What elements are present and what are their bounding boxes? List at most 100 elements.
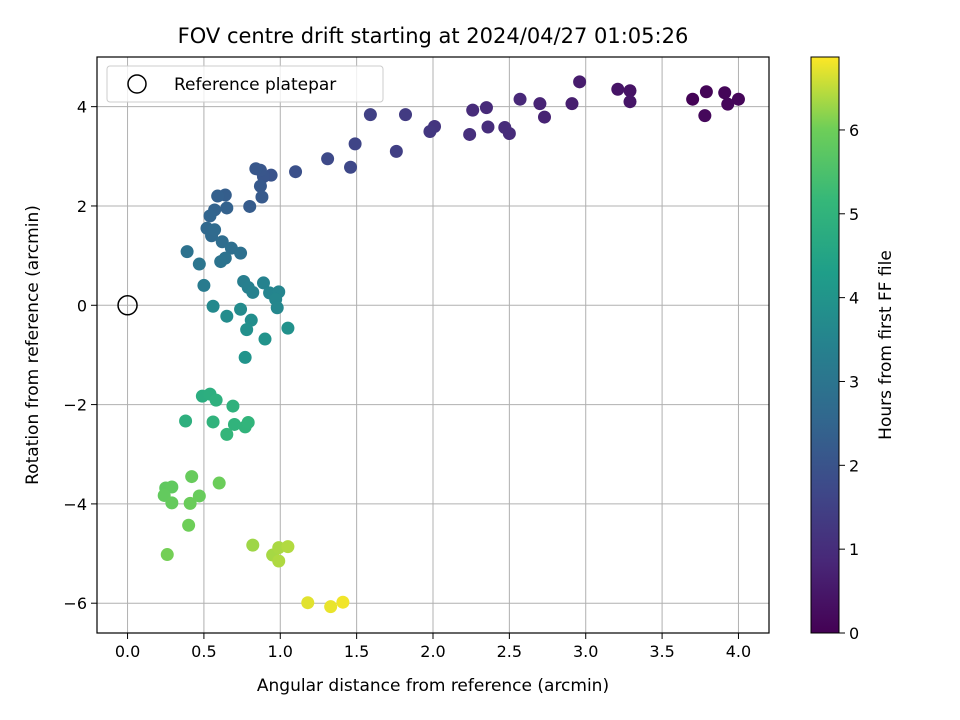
colorbar-tick-label: 0 xyxy=(849,624,859,643)
scatter-point xyxy=(246,538,260,552)
scatter-point xyxy=(182,518,196,532)
scatter-point xyxy=(623,95,637,109)
scatter-point xyxy=(209,393,223,407)
scatter-point xyxy=(363,108,377,122)
scatter-point xyxy=(180,245,194,259)
scatter-point xyxy=(214,255,228,269)
scatter-point xyxy=(686,92,700,106)
scatter-point xyxy=(389,144,403,158)
x-tick-label: 2.5 xyxy=(497,642,522,661)
scatter-point xyxy=(240,323,254,337)
scatter-point xyxy=(226,399,240,413)
scatter-point xyxy=(246,285,260,299)
scatter-point xyxy=(270,301,284,315)
y-tick-label: 4 xyxy=(77,98,87,117)
y-tick-label: −4 xyxy=(63,495,87,514)
scatter-point xyxy=(699,85,713,99)
scatter-point xyxy=(336,595,350,609)
scatter-point xyxy=(255,190,269,204)
legend-label-reference: Reference platepar xyxy=(174,75,336,95)
scatter-point xyxy=(212,476,226,490)
scatter-point xyxy=(513,92,527,106)
x-tick-label: 1.0 xyxy=(268,642,293,661)
scatter-point xyxy=(289,165,303,179)
scatter-point xyxy=(301,596,315,610)
scatter-point xyxy=(234,302,248,316)
scatter-point xyxy=(249,162,263,176)
scatter-point xyxy=(220,201,234,215)
scatter-point xyxy=(192,257,206,271)
scatter-point xyxy=(272,554,286,568)
y-axis-label: Rotation from reference (arcmin) xyxy=(23,205,43,485)
x-tick-label: 4.0 xyxy=(726,642,751,661)
scatter-point xyxy=(258,332,272,346)
scatter-point xyxy=(165,496,179,510)
y-axis-ticks: −6 −4 −2 0 2 4 xyxy=(63,98,97,613)
scatter-point xyxy=(466,103,480,117)
colorbar: 0 1 2 3 4 5 6 Hours from first FF file xyxy=(810,56,896,643)
scatter-point xyxy=(192,489,206,503)
scatter-point xyxy=(206,415,220,429)
scatter-point xyxy=(197,278,211,292)
colorbar-ticks: 0 1 2 3 4 5 6 xyxy=(839,121,859,643)
scatter-points xyxy=(117,75,745,614)
scatter-point xyxy=(731,92,745,106)
scatter-point xyxy=(227,417,241,431)
scatter-point xyxy=(537,110,551,124)
legend-box xyxy=(106,65,384,103)
x-axis-label: Angular distance from reference (arcmin) xyxy=(257,676,609,696)
scatter-point xyxy=(241,415,255,429)
x-tick-label: 1.5 xyxy=(344,642,369,661)
y-tick-label: −2 xyxy=(63,396,87,415)
x-tick-label: 0.0 xyxy=(115,642,140,661)
scatter-point xyxy=(215,235,229,249)
colorbar-gradient xyxy=(810,56,840,634)
scatter-point xyxy=(611,82,625,96)
x-tick-label: 3.0 xyxy=(573,642,598,661)
scatter-point xyxy=(256,276,270,290)
scatter-point xyxy=(206,299,220,313)
scatter-point xyxy=(565,97,579,111)
scatter-point xyxy=(220,427,234,441)
x-tick-label: 0.5 xyxy=(191,642,216,661)
grid-lines xyxy=(97,57,769,633)
legend-marker-reference xyxy=(127,74,147,94)
colorbar-tick-label: 1 xyxy=(849,540,859,559)
scatter-point xyxy=(243,199,257,213)
scatter-point xyxy=(344,160,358,174)
reference-platepar-marker xyxy=(117,295,138,316)
scatter-point xyxy=(165,480,179,494)
scatter-point xyxy=(721,97,735,111)
scatter-point xyxy=(533,97,547,111)
scatter-point xyxy=(203,209,217,223)
scatter-point xyxy=(324,600,338,614)
scatter-point xyxy=(208,223,222,237)
scatter-point xyxy=(348,137,362,151)
scatter-point xyxy=(423,124,437,138)
scatter-point xyxy=(698,109,712,123)
scatter-point xyxy=(234,246,248,260)
scatter-point xyxy=(281,540,295,554)
scatter-point xyxy=(399,108,413,122)
scatter-point xyxy=(185,470,199,484)
scatter-point xyxy=(160,548,174,562)
scatter-point xyxy=(463,127,477,141)
colorbar-label: Hours from first FF file xyxy=(876,250,896,440)
x-axis-ticks: 0.0 0.5 1.0 1.5 2.0 2.5 3.0 3.5 4.0 xyxy=(115,633,751,661)
scatter-point xyxy=(573,75,587,89)
scatter-point xyxy=(281,321,295,335)
colorbar-tick-label: 4 xyxy=(849,289,859,308)
scatter-point xyxy=(211,189,225,203)
scatter-point xyxy=(183,496,197,510)
x-tick-label: 3.5 xyxy=(649,642,674,661)
colorbar-tick-label: 6 xyxy=(849,121,859,140)
scatter-point xyxy=(321,152,335,166)
scatter-point xyxy=(179,414,193,428)
y-tick-label: 0 xyxy=(77,296,87,315)
colorbar-tick-label: 3 xyxy=(849,372,859,391)
scatter-point xyxy=(623,84,637,98)
scatter-point xyxy=(498,121,512,135)
scatter-point xyxy=(479,101,493,115)
colorbar-tick-label: 2 xyxy=(849,456,859,475)
